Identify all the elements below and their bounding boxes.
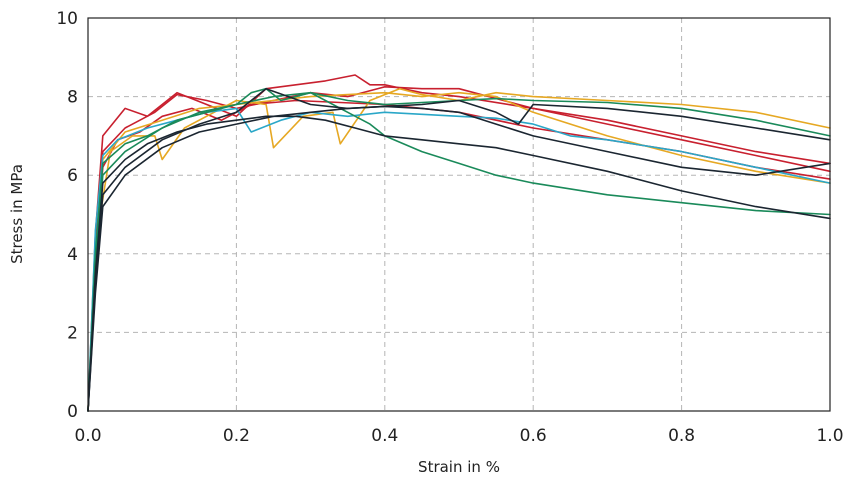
y-tick-label: 0	[67, 402, 78, 422]
series-line-5	[87, 91, 831, 412]
plot-frame	[87, 17, 831, 412]
series-line-2	[87, 86, 831, 412]
x-tick-label: 0.2	[223, 426, 250, 446]
x-tick-label: 1.0	[816, 426, 843, 446]
series-line-11	[87, 105, 831, 412]
x-axis-title: Strain in %	[418, 458, 500, 476]
series-line-1	[87, 74, 831, 412]
y-tick-label: 10	[56, 9, 78, 29]
y-tick-label: 2	[67, 323, 78, 343]
x-tick-label: 0.6	[520, 426, 547, 446]
x-tick-label: 0.4	[371, 426, 398, 446]
y-tick-label: 4	[67, 245, 78, 265]
grid-lines	[88, 18, 830, 411]
y-tick-label: 8	[67, 88, 78, 108]
series-layer	[87, 74, 831, 412]
y-tick-labels: 0 2 4 6 8 10	[56, 9, 78, 422]
y-axis-title: Stress in MPa	[8, 164, 26, 264]
series-line-9	[87, 115, 831, 412]
x-tick-label: 0.0	[74, 426, 101, 446]
x-tick-labels: 0.0 0.2 0.4 0.6 0.8 1.0	[74, 426, 843, 446]
series-line-10	[87, 87, 831, 412]
series-line-8	[87, 91, 831, 412]
y-tick-label: 6	[67, 166, 78, 186]
series-line-4	[87, 87, 831, 412]
series-line-7	[87, 87, 831, 412]
series-line-6	[87, 107, 831, 412]
x-tick-label: 0.8	[668, 426, 695, 446]
